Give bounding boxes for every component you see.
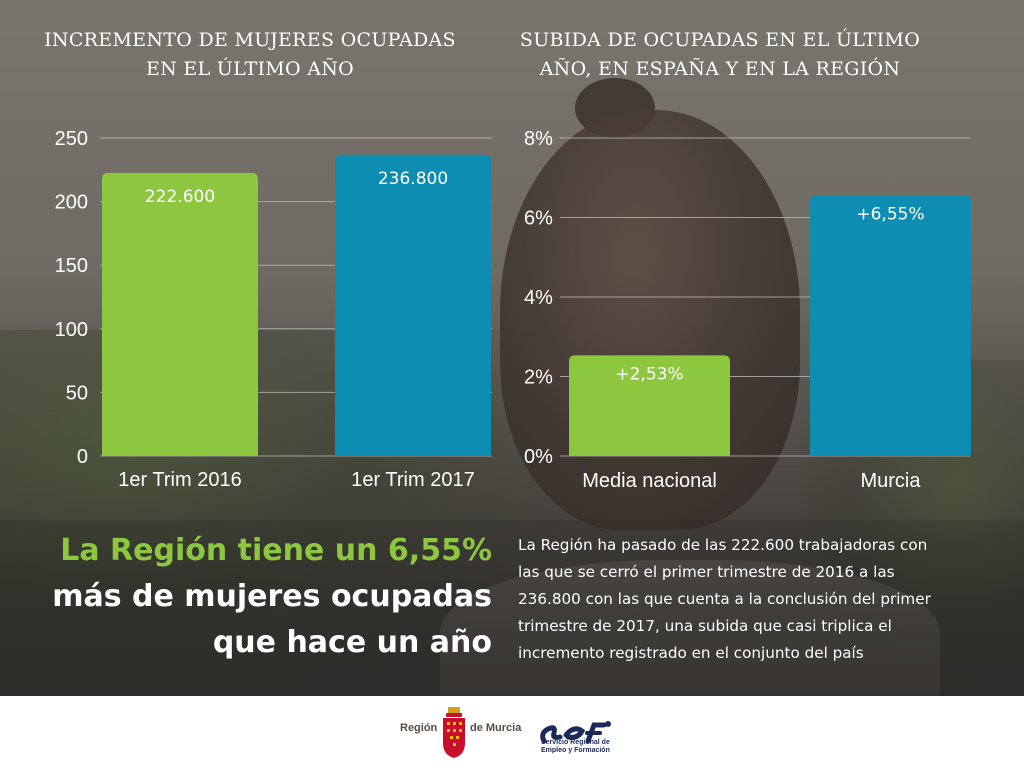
- left-bar-chart: 0 50 100 150 200 250 222.600 1er Trim 2016 236.8…: [55, 128, 492, 491]
- y-tick-label: 8%: [524, 128, 553, 150]
- right-chart-title: SUBIDA DE OCUPADAS EN EL ÚLTIMO AÑO, EN …: [505, 26, 935, 84]
- sef-caption: Servicio Regional de Empleo y Formación: [541, 739, 610, 755]
- category-label: 1er Trim 2017: [351, 469, 474, 491]
- left-chart-title-line: INCREMENTO DE MUJERES OCUPADAS: [44, 29, 456, 51]
- body-line: La Región ha pasado de las 222.600 traba…: [518, 536, 928, 554]
- bar: [335, 154, 491, 456]
- y-tick-label: 0%: [524, 446, 553, 468]
- sef-logo-icon: [540, 721, 611, 744]
- data-label: 236.800: [378, 169, 448, 189]
- murcia-crest-icon: [443, 707, 465, 758]
- bar: [102, 172, 258, 457]
- body-line: 236.800 con las que cuenta a la conclusi…: [518, 590, 931, 608]
- body-line: trimestre de 2017, una subida que casi t…: [518, 617, 892, 635]
- body-line: incremento registrado en el conjunto del…: [518, 644, 864, 662]
- data-label: 222.600: [145, 187, 215, 207]
- y-tick-label: 2%: [524, 367, 553, 389]
- y-tick-label: 6%: [524, 208, 553, 230]
- data-label: +2,53%: [615, 364, 683, 384]
- headline-line-3: que hace un año: [212, 625, 492, 660]
- sef-caption-line: Empleo y Formación: [541, 747, 610, 754]
- right-bar-chart: 0% 2% 4% 6% 8% +2,53% Media nacional +6,55% Murc…: [524, 128, 971, 492]
- y-tick-label: 200: [55, 192, 88, 214]
- headline: La Región tiene un 6,55% más de mujeres …: [20, 528, 492, 666]
- footer-logos: Región de Murcia Servicio Regional de Em: [0, 696, 1024, 768]
- body-line: las que se cerró el primer trimestre de …: [518, 563, 895, 581]
- headline-line-2: más de mujeres ocupadas: [52, 579, 492, 614]
- category-label: 1er Trim 2016: [118, 469, 241, 491]
- region-murcia-text-left: Región: [400, 722, 438, 734]
- region-murcia-text-right: de Murcia: [470, 722, 522, 734]
- right-chart-title-line: AÑO, EN ESPAÑA Y EN LA REGIÓN: [539, 58, 901, 80]
- y-tick-label: 50: [66, 382, 88, 404]
- left-chart-title-line: EN EL ÚLTIMO AÑO: [145, 58, 355, 80]
- headline-line-1: La Región tiene un 6,55%: [60, 533, 492, 568]
- y-tick-label: 0: [77, 446, 88, 468]
- y-tick-label: 250: [55, 128, 88, 150]
- left-chart-title: INCREMENTO DE MUJERES OCUPADAS EN EL ÚLT…: [30, 26, 470, 84]
- y-tick-label: 4%: [524, 287, 553, 309]
- y-tick-label: 150: [55, 255, 88, 277]
- right-chart-title-line: SUBIDA DE OCUPADAS EN EL ÚLTIMO: [519, 29, 921, 51]
- sef-caption-line: Servicio Regional de: [541, 739, 610, 746]
- body-paragraph: La Región ha pasado de las 222.600 traba…: [518, 532, 968, 667]
- category-label: Media nacional: [582, 470, 717, 492]
- data-label: +6,55%: [856, 205, 924, 225]
- bar: [810, 195, 971, 456]
- bar: [569, 355, 730, 456]
- category-label: Murcia: [860, 470, 921, 492]
- y-tick-label: 100: [55, 319, 88, 341]
